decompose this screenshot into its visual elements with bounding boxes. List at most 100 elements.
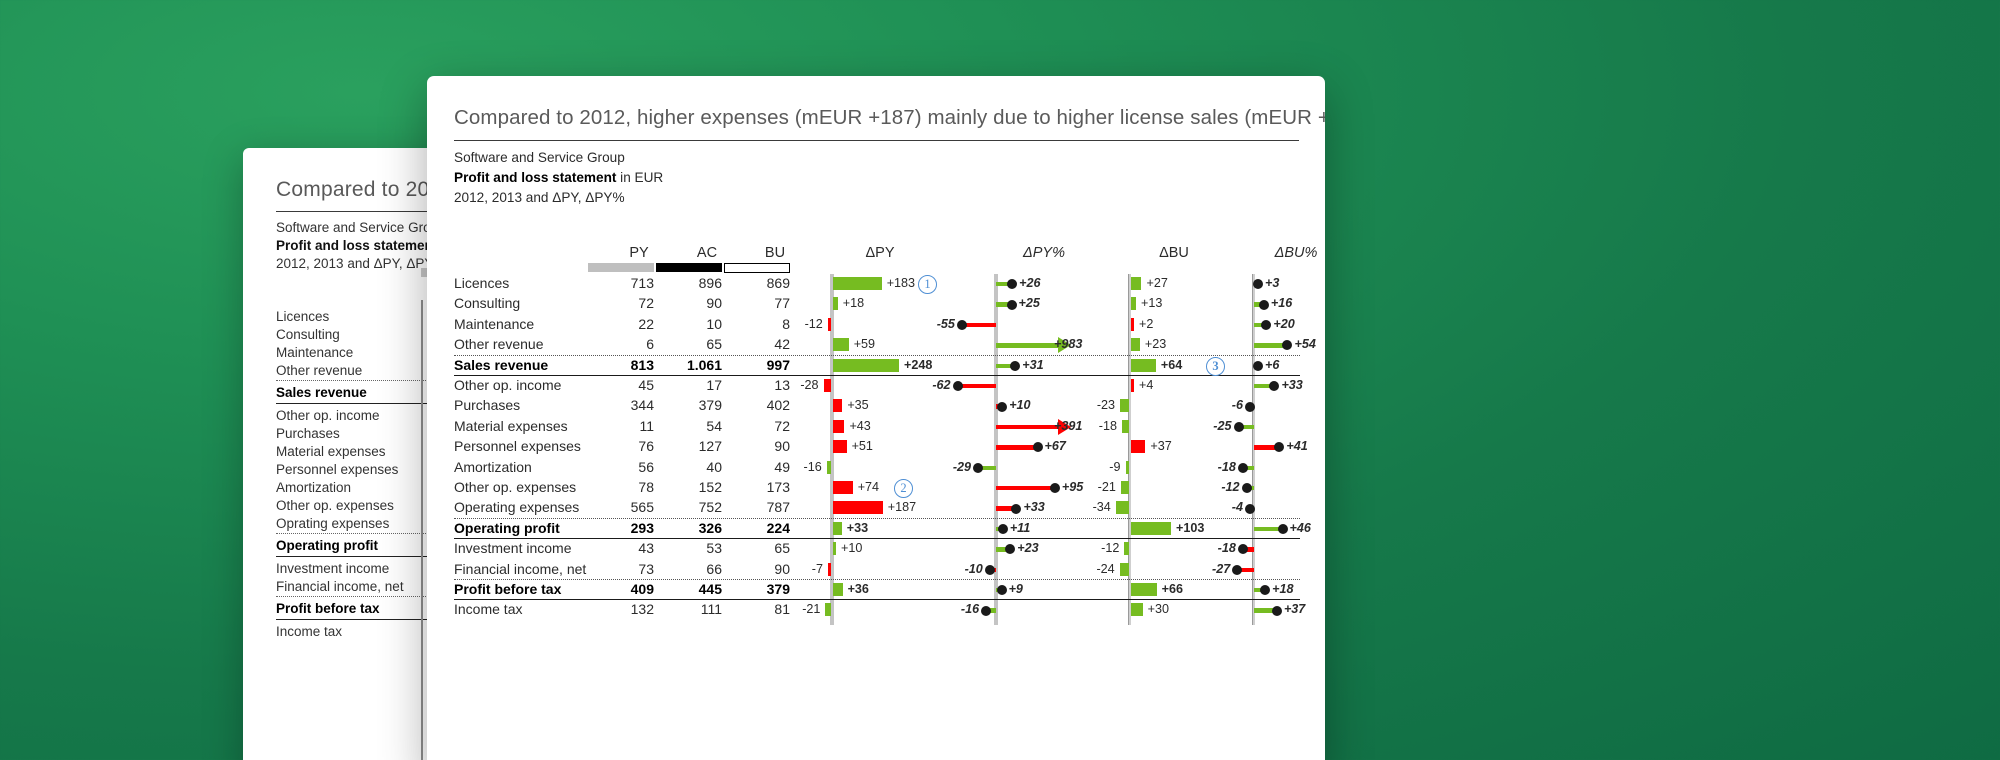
foreground-window[interactable]: Compared to 2012, higher expenses (mEUR … (427, 76, 1325, 760)
bar-dbu (1131, 358, 1156, 372)
background-row-label: Purchases (276, 425, 340, 441)
bar-dbu (1131, 521, 1171, 535)
value-label-dbu: -23 (1096, 398, 1116, 413)
column-header-dbu: ΔBU (1159, 245, 1189, 261)
cell-py: 132 (630, 601, 654, 618)
value-label-dbupct: +3 (1265, 276, 1280, 290)
cell-ac: 896 (698, 275, 722, 291)
background-axis-line (421, 300, 423, 760)
value-label-dbu: +2 (1139, 316, 1154, 331)
row-label: Material expenses (454, 417, 568, 434)
value-label-dbupct: +54 (1294, 337, 1316, 352)
background-row-label: Sales revenue (276, 384, 367, 400)
cell-bu: 49 (774, 458, 790, 475)
value-label-dbupct: +33 (1281, 378, 1303, 392)
chart-row-container: Licences 713 896 869 +183 +26 +27 +3 1 Consulting… (454, 274, 1316, 627)
table-row[interactable]: Consulting 72 90 77 +18 +25 +13 +16 (454, 294, 1300, 314)
table-row[interactable]: Financial income, net 73 66 90 -7 -10 -24 -27 (454, 560, 1300, 580)
table-row[interactable]: Sales revenue 813 1.061 997 +248 +31 +64 +6 3 (454, 356, 1300, 376)
cell-bu: 42 (774, 336, 790, 353)
pin-dot-dpypct (1011, 503, 1022, 514)
report-subtitle-block: Software and Service Group Profit and lo… (454, 148, 1299, 208)
pin-dot-dpypct (1006, 299, 1017, 310)
table-row[interactable]: Material expenses 11 54 72 +43 +391 -18 -25 (454, 417, 1300, 437)
pin-line-dbupct (1254, 608, 1277, 613)
bar-dpy (833, 440, 847, 454)
pin-dot-dpypct (1010, 360, 1021, 371)
value-label-dpy: +36 (847, 582, 869, 596)
comment-marker[interactable]: 3 (1206, 356, 1225, 376)
value-label-dbu: +66 (1161, 582, 1183, 596)
table-row[interactable]: Other op. expenses 78 152 173 +74 +95 -21 -12 2 (454, 478, 1300, 498)
cell-ac: 111 (700, 601, 722, 618)
pl-chart: PY AC BU ΔPY ΔPY% ΔBU ΔBU% Licences 713 896 869 +1… (454, 234, 1317, 627)
pin-line-dbupct (1242, 465, 1254, 470)
table-row[interactable]: Personnel expenses 76 127 90 +51 +67 +37 +41 (454, 437, 1308, 457)
cell-py: 22 (638, 315, 654, 332)
cell-ac: 53 (706, 540, 722, 557)
bar-dpy (833, 419, 845, 433)
cell-ac: 1.061 (686, 356, 722, 373)
value-label-dbu: +27 (1146, 276, 1168, 290)
period-line: 2012, 2013 and ΔPY, ΔPY% (454, 190, 625, 205)
bar-dbu (1115, 501, 1129, 515)
pin-dot-dbupct (1233, 421, 1244, 432)
pin-line-dpypct (957, 384, 996, 389)
cell-bu: 173 (766, 479, 790, 495)
bar-dbu (1131, 583, 1157, 596)
table-row[interactable]: Income tax 132 111 81 -21 -16 +30 +37 (454, 600, 1305, 620)
pin-dot-dbupct (1253, 360, 1263, 371)
cell-bu: 77 (774, 295, 790, 312)
cell-py: 73 (638, 560, 654, 577)
table-row[interactable]: Purchases 344 379 402 +35 +10 -23 -6 (454, 396, 1300, 416)
table-row[interactable]: Operating expenses 565 752 787 +187 +33 -34 -4 (454, 498, 1300, 518)
cell-ac: 445 (698, 581, 722, 597)
table-row[interactable]: Investment income 43 53 65 +10 +23 -12 -18 (454, 539, 1300, 559)
value-label-dbu: +30 (1147, 602, 1170, 617)
value-label-dbu: +37 (1150, 439, 1172, 454)
bar-dbu (1122, 419, 1129, 433)
bar-dpy (833, 297, 838, 311)
row-label: Income tax (454, 601, 523, 618)
comment-marker[interactable]: 2 (894, 479, 913, 498)
table-row[interactable]: Other op. income 45 17 13 -28 -62 +4 +33 (454, 376, 1303, 396)
value-label-dpypct: +31 (1022, 357, 1044, 372)
value-label-dpypct: +11 (1009, 520, 1031, 535)
table-row[interactable]: Profit before tax 409 445 379 +36 +9 +66 +18 (454, 580, 1300, 600)
pin-dot-dbupct (1269, 381, 1280, 392)
axis-line-dbupct (1252, 274, 1255, 625)
value-label-dbupct: -6 (1231, 398, 1243, 413)
value-label-dpy: +43 (849, 418, 871, 433)
value-label-dpy: -12 (804, 316, 823, 331)
column-header-ac: AC (696, 245, 718, 261)
bar-dbu (1131, 317, 1134, 331)
bar-dbu (1124, 542, 1129, 556)
table-row[interactable]: Other revenue 6 65 42 +59 +983 +23 +54 (454, 335, 1316, 355)
value-label-dbu: +4 (1139, 378, 1154, 392)
bar-dpy (833, 542, 836, 556)
value-label-dbupct: +6 (1265, 357, 1280, 372)
value-label-dpy: +35 (847, 398, 869, 413)
row-label: Consulting (454, 295, 521, 312)
pin-dot-dbupct (1282, 340, 1293, 351)
cell-py: 713 (630, 275, 654, 291)
pin-dot-dbupct (1277, 523, 1288, 534)
pin-dot-dbupct (1260, 585, 1271, 596)
value-label-dpypct: -29 (952, 459, 972, 474)
legend-bar-ac (656, 263, 722, 272)
pin-line-dbupct (1254, 526, 1283, 532)
pin-dot-dbupct (1271, 605, 1282, 616)
table-row[interactable]: Maintenance 22 10 8 -12 -55 +2 +20 (454, 315, 1300, 335)
cell-bu: 8 (782, 315, 790, 332)
table-row[interactable]: Operating profit 293 326 224 +33 +11 +103 +46 (454, 519, 1311, 539)
pin-dot-dpypct (973, 462, 984, 473)
comment-marker[interactable]: 1 (918, 275, 937, 294)
pin-line-dpypct (996, 343, 1058, 348)
value-label-dpypct: +9 (1008, 582, 1023, 596)
table-row[interactable]: Amortization 56 40 49 -16 -29 -9 -18 (454, 458, 1300, 478)
table-row[interactable]: Licences 713 896 869 +183 +26 +27 +3 1 (454, 274, 1300, 294)
background-row-label: Licences (276, 308, 330, 324)
background-row-label: Financial income, net (276, 578, 404, 594)
value-label-dbupct: +20 (1273, 316, 1295, 331)
row-label: Other op. expenses (454, 479, 577, 495)
